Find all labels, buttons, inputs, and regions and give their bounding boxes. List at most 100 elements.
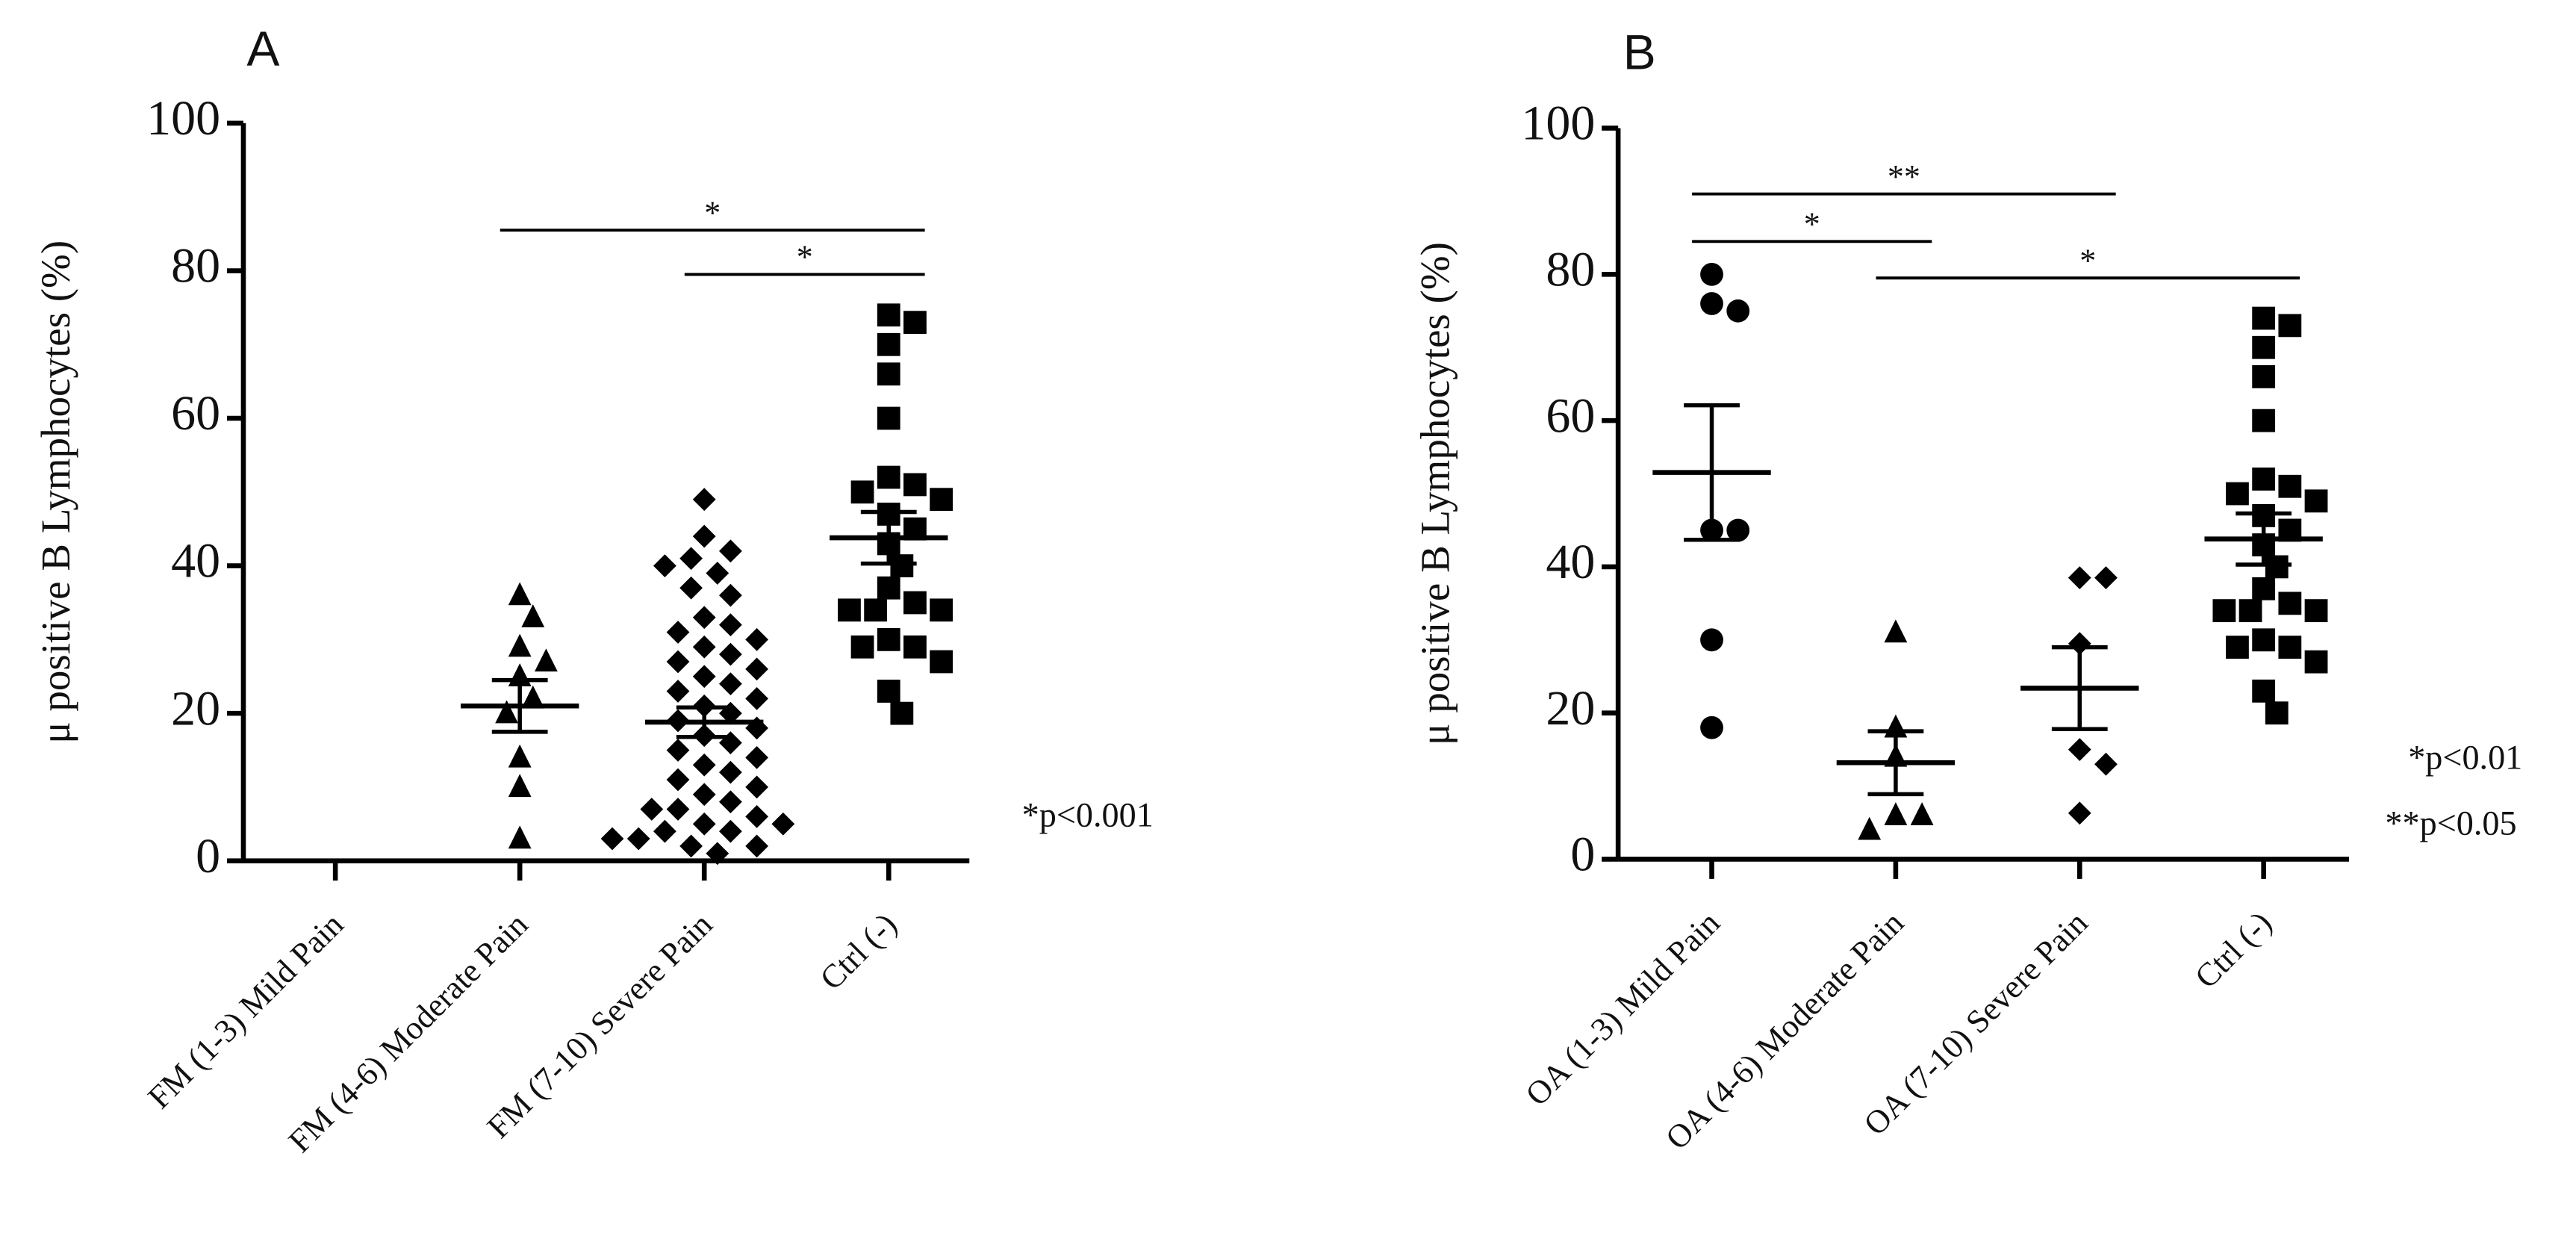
dot xyxy=(719,760,742,784)
p-value-note: **p<0.05 xyxy=(2385,804,2516,842)
dot xyxy=(692,753,716,777)
dot xyxy=(653,819,676,843)
dot xyxy=(692,665,716,689)
dot xyxy=(850,635,874,659)
dot xyxy=(864,598,888,622)
dot xyxy=(692,488,716,512)
dot xyxy=(903,635,927,659)
dot xyxy=(877,465,900,489)
sem-bar xyxy=(860,509,917,566)
dot xyxy=(2068,566,2091,589)
dot xyxy=(666,798,690,821)
dot xyxy=(1726,518,1750,542)
sem-bar xyxy=(1867,729,1924,797)
sem-bar xyxy=(2236,511,2292,567)
dot xyxy=(2252,306,2276,330)
dot xyxy=(890,701,914,725)
dot xyxy=(521,604,545,627)
sem-bar xyxy=(676,705,732,739)
y-axis-label: μ positive B Lymphocytes (%) xyxy=(33,240,78,744)
dot xyxy=(692,812,716,836)
dot xyxy=(2278,636,2302,659)
dot xyxy=(850,480,874,504)
dot xyxy=(653,554,676,577)
y-tick-label: 20 xyxy=(1546,681,1595,736)
dot xyxy=(2265,555,2289,579)
dot xyxy=(1884,619,1908,643)
significance-label: ** xyxy=(1888,158,1920,195)
dot xyxy=(877,332,900,356)
x-tick-label: Ctrl (-) xyxy=(813,906,904,997)
dot xyxy=(930,598,953,622)
dot xyxy=(2252,365,2276,388)
dot xyxy=(719,819,742,843)
dot xyxy=(890,554,914,577)
dot xyxy=(495,700,518,724)
significance-label: * xyxy=(704,194,721,231)
dot xyxy=(903,473,927,497)
dot xyxy=(745,627,769,651)
dot xyxy=(719,672,742,696)
dot xyxy=(719,539,742,563)
dot xyxy=(930,650,953,674)
y-tick-label: 60 xyxy=(171,386,220,441)
dot xyxy=(2252,468,2276,491)
dot xyxy=(2068,738,2091,762)
dot xyxy=(2239,599,2262,623)
dot xyxy=(2265,701,2289,725)
dot xyxy=(1700,715,1723,739)
dot xyxy=(719,583,742,607)
dot xyxy=(2226,636,2249,659)
dot xyxy=(877,576,900,600)
dot xyxy=(1910,802,1934,825)
y-tick-label: 20 xyxy=(171,681,220,736)
y-tick-label: 40 xyxy=(1546,535,1595,589)
dot xyxy=(1858,816,1882,840)
dot xyxy=(2304,650,2328,674)
dot xyxy=(903,311,927,335)
dot xyxy=(666,650,690,674)
dot xyxy=(2094,566,2118,589)
significance-label: * xyxy=(1804,206,1820,243)
dot xyxy=(2252,628,2276,652)
dot xyxy=(521,685,545,709)
dot xyxy=(719,642,742,666)
dot xyxy=(666,621,690,644)
dot xyxy=(719,731,742,755)
dot xyxy=(719,790,742,814)
dot xyxy=(1726,299,1750,323)
sem-bar xyxy=(491,677,548,734)
dot xyxy=(2278,591,2302,615)
sem-bar xyxy=(1684,403,1740,542)
dot xyxy=(745,805,769,828)
significance-label: * xyxy=(2079,242,2096,279)
dot xyxy=(706,562,729,585)
dot xyxy=(930,488,953,512)
y-tick-label: 100 xyxy=(146,91,220,146)
dot xyxy=(838,598,861,622)
y-tick-label: 40 xyxy=(171,534,220,589)
dot xyxy=(2226,482,2249,506)
dot xyxy=(1700,292,1723,315)
y-tick-label: 0 xyxy=(196,829,220,884)
dot xyxy=(2252,577,2276,600)
dot xyxy=(679,834,703,858)
dot xyxy=(2252,335,2276,359)
sem-bar xyxy=(2051,645,2108,731)
x-tick-label: FM (1-3) Mild Pain xyxy=(141,906,351,1116)
y-tick-label: 80 xyxy=(171,239,220,294)
dot xyxy=(2304,599,2328,623)
dot xyxy=(1700,628,1723,652)
dot xyxy=(877,303,900,327)
dot xyxy=(666,739,690,762)
dot xyxy=(2278,314,2302,338)
dot xyxy=(692,606,716,630)
dot xyxy=(640,798,664,821)
dot xyxy=(745,745,769,769)
y-tick-label: 0 xyxy=(1570,828,1595,882)
dot xyxy=(2094,752,2118,776)
dot xyxy=(692,783,716,807)
dot xyxy=(508,744,532,768)
dot xyxy=(1884,802,1908,825)
